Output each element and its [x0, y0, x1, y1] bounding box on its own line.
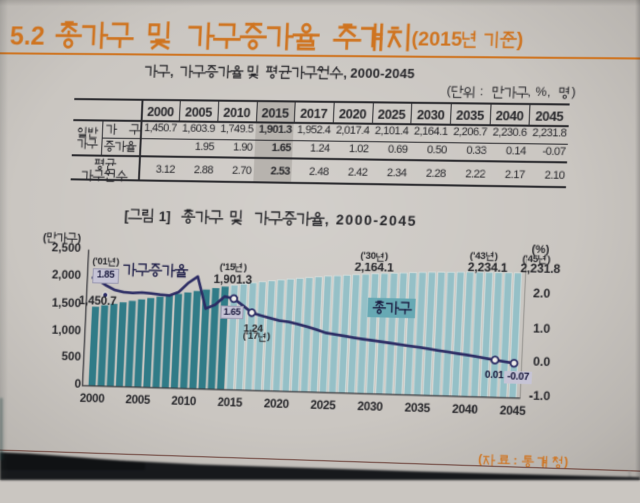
svg-text:1: 1 — [627, 469, 632, 479]
